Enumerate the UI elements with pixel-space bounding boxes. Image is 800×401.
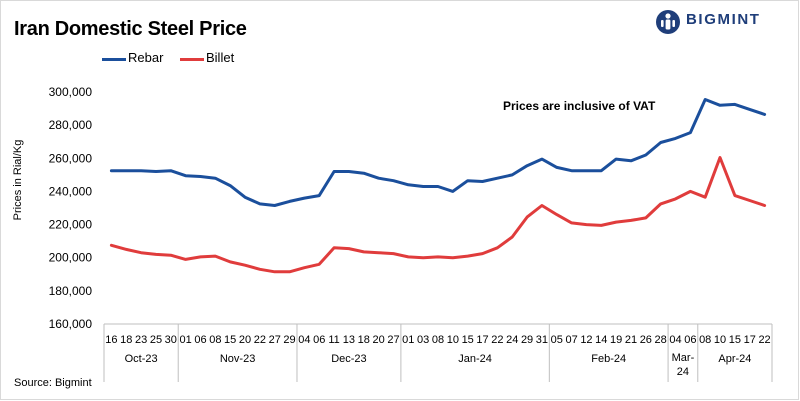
bigmint-logo	[656, 10, 680, 34]
x-tick-label: 08	[432, 334, 444, 346]
x-tick-label: 20	[239, 334, 251, 346]
bigmint-logo-icon	[656, 10, 680, 34]
x-tick-label: 22	[491, 334, 503, 346]
x-tick-label: 04	[669, 334, 681, 346]
x-tick-label: 15	[224, 334, 236, 346]
vat-annotation: Prices are inclusive of VAT	[503, 99, 656, 113]
month-label: Jan-24	[458, 353, 492, 365]
x-tick-label: 18	[358, 334, 370, 346]
month-label: Feb-24	[591, 353, 626, 365]
x-tick-label: 10	[447, 334, 459, 346]
x-tick-label: 18	[120, 334, 132, 346]
x-tick-label: 01	[180, 334, 192, 346]
x-tick-label: 22	[254, 334, 266, 346]
x-tick-label: 01	[402, 334, 414, 346]
legend-swatch-rebar	[102, 58, 126, 61]
x-tick-label: 03	[417, 334, 429, 346]
x-tick-label: 05	[551, 334, 563, 346]
x-tick-label: 28	[655, 334, 667, 346]
y-tick-label: 200,000	[49, 251, 93, 265]
x-tick-label: 14	[595, 334, 607, 346]
x-tick-label: 11	[328, 334, 339, 346]
x-tick-label: 29	[521, 334, 533, 346]
source-note: Source: Bigmint	[14, 377, 92, 389]
x-tick-label: 08	[209, 334, 221, 346]
x-tick-label: 22	[758, 334, 770, 346]
series-line-billet	[109, 156, 767, 274]
x-tick-label: 12	[580, 334, 592, 346]
month-label: Dec-23	[331, 353, 366, 365]
x-tick-label: 10	[714, 334, 726, 346]
x-tick-label: 29	[283, 334, 295, 346]
y-tick-label: 300,000	[49, 85, 93, 99]
chart-title: Iran Domestic Steel Price	[14, 18, 247, 40]
x-tick-label: 24	[506, 334, 518, 346]
x-tick-label: 21	[625, 334, 637, 346]
x-tick-label: 19	[610, 334, 622, 346]
x-axis: 16 18 23 25 30 01 06 08 15 20 22 27 29 04 06 11 13 18 20 27…	[103, 323, 773, 382]
x-tick-label: 16	[105, 334, 117, 346]
x-tick-label: 15	[729, 334, 741, 346]
x-tick-label: 17	[744, 334, 756, 346]
x-tick-label: 15	[462, 334, 474, 346]
x-tick-label: 23	[135, 334, 147, 346]
legend-label-rebar: Rebar	[128, 50, 164, 65]
series-lines	[109, 98, 767, 274]
x-tick-label: 06	[313, 334, 325, 346]
x-tick-label: 06	[684, 334, 696, 346]
month-label: Oct-23	[125, 353, 158, 365]
x-tick-label: 27	[387, 334, 399, 346]
month-label: Apr-24	[718, 353, 751, 365]
x-tick-label: 25	[150, 334, 162, 346]
x-tick-label: 08	[699, 334, 711, 346]
y-axis: 160,000 180,000 200,000 220,000 240,000 260,0…	[49, 85, 93, 331]
month-label: Mar-	[672, 352, 695, 364]
y-tick-label: 260,000	[49, 151, 93, 165]
series-line-rebar	[109, 98, 767, 207]
legend-swatch-billet	[180, 58, 204, 61]
bigmint-logo-text: BIGMINT	[686, 11, 761, 28]
month-label-year: 24	[677, 366, 689, 378]
y-tick-label: 180,000	[49, 284, 93, 298]
y-tick-label: 220,000	[49, 218, 93, 232]
y-tick-label: 240,000	[49, 184, 93, 198]
x-tick-label: 07	[565, 334, 577, 346]
x-tick-label: 06	[194, 334, 206, 346]
x-tick-label: 26	[640, 334, 652, 346]
x-tick-label: 04	[298, 334, 310, 346]
y-tick-label: 160,000	[49, 317, 93, 331]
legend-label-billet: Billet	[206, 50, 235, 65]
x-tick-label: 31	[536, 334, 548, 346]
x-tick-label: 20	[372, 334, 384, 346]
x-tick-label: 27	[269, 334, 281, 346]
x-tick-label: 30	[165, 334, 177, 346]
x-tick-label: 13	[343, 334, 355, 346]
month-label: Nov-23	[220, 353, 255, 365]
y-tick-label: 280,000	[49, 118, 93, 132]
x-tick-label: 17	[476, 334, 488, 346]
